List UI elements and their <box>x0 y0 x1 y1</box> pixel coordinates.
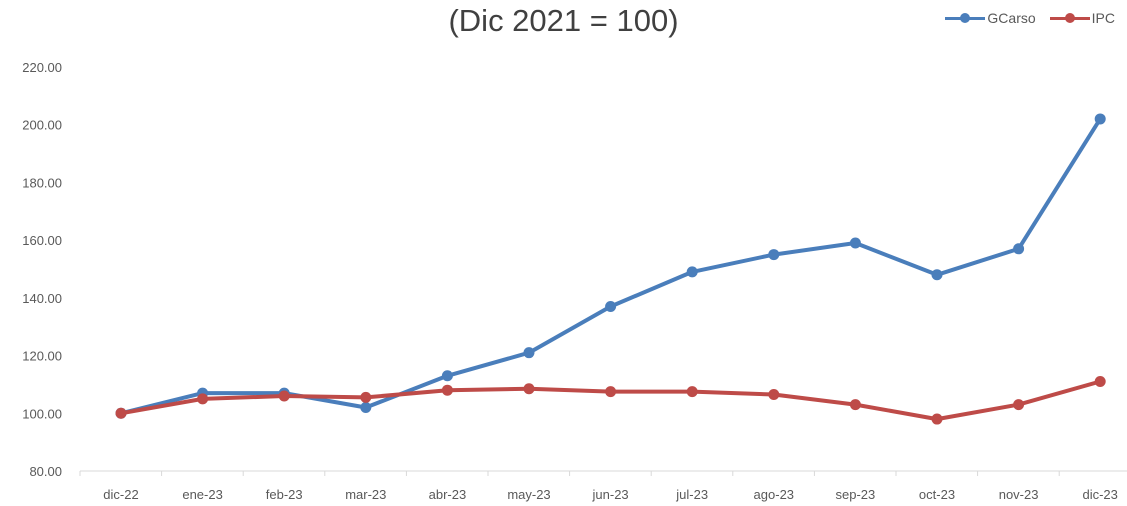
legend-item-gcarso: GCarso <box>945 10 1036 26</box>
data-point-ipc <box>441 384 453 396</box>
data-point-gcarso <box>360 402 372 414</box>
data-point-ipc <box>686 386 698 398</box>
data-point-gcarso <box>1013 243 1025 255</box>
data-point-ipc <box>115 407 127 419</box>
data-point-gcarso <box>523 347 535 359</box>
data-point-ipc <box>197 393 209 405</box>
data-point-gcarso <box>605 301 617 313</box>
data-point-ipc <box>523 383 535 395</box>
data-point-gcarso <box>931 269 943 281</box>
data-point-ipc <box>360 391 372 403</box>
series-line-gcarso <box>119 116 1103 416</box>
chart-title: (Dic 2021 = 100) <box>448 3 679 38</box>
legend-item-ipc: IPC <box>1049 10 1115 26</box>
x-tick-label: feb-23 <box>266 487 303 502</box>
legend: GCarso IPC <box>945 10 1115 26</box>
x-tick-label: oct-23 <box>919 487 955 502</box>
data-point-ipc <box>768 389 780 401</box>
y-tick-label: 140.00 <box>22 291 62 306</box>
data-point-ipc <box>278 390 290 402</box>
y-tick-label: 200.00 <box>22 118 62 133</box>
y-tick-label: 80.00 <box>29 464 62 479</box>
x-tick-label: dic-23 <box>1082 487 1117 502</box>
legend-swatch-ipc <box>1049 12 1090 24</box>
data-point-ipc <box>1094 376 1106 388</box>
y-tick-label: 180.00 <box>22 175 62 190</box>
legend-label-ipc: IPC <box>1091 10 1115 26</box>
data-point-gcarso <box>1094 113 1106 125</box>
y-tick-label: 120.00 <box>22 349 62 364</box>
x-tick-label: nov-23 <box>999 487 1039 502</box>
x-tick-label: may-23 <box>507 487 550 502</box>
x-tick-label: jun-23 <box>592 487 629 502</box>
y-tick-label: 100.00 <box>22 406 62 421</box>
y-tick-label: 220.00 <box>22 60 62 75</box>
data-point-ipc <box>931 413 943 425</box>
y-tick-label: 160.00 <box>22 233 62 248</box>
data-point-ipc <box>1013 399 1025 411</box>
data-point-ipc <box>849 399 861 411</box>
data-point-gcarso <box>849 237 861 249</box>
data-point-gcarso <box>768 249 780 261</box>
legend-label-gcarso: GCarso <box>987 10 1036 26</box>
data-point-ipc <box>605 386 617 398</box>
x-tick-label: sep-23 <box>836 487 876 502</box>
data-point-gcarso <box>686 266 698 278</box>
x-tick-label: dic-22 <box>103 487 138 502</box>
x-tick-label: ene-23 <box>182 487 222 502</box>
data-point-gcarso <box>441 370 453 382</box>
legend-swatch-gcarso <box>945 12 986 24</box>
x-tick-label: abr-23 <box>429 487 467 502</box>
x-tick-label: jul-23 <box>675 487 708 502</box>
x-tick-label: ago-23 <box>754 487 794 502</box>
x-tick-label: mar-23 <box>345 487 386 502</box>
